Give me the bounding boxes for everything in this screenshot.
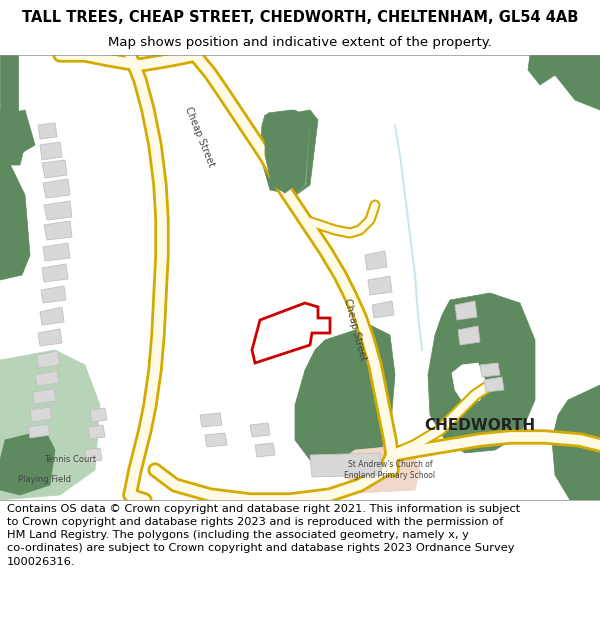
Text: TALL TREES, CHEAP STREET, CHEDWORTH, CHELTENHAM, GL54 4AB: TALL TREES, CHEAP STREET, CHEDWORTH, CHE… xyxy=(22,10,578,25)
Polygon shape xyxy=(552,385,600,500)
Text: CHEDWORTH: CHEDWORTH xyxy=(424,418,536,432)
Polygon shape xyxy=(42,264,68,282)
Polygon shape xyxy=(265,110,300,193)
Polygon shape xyxy=(372,301,394,318)
Polygon shape xyxy=(38,123,57,139)
Polygon shape xyxy=(35,371,59,386)
Polygon shape xyxy=(43,243,70,261)
Polygon shape xyxy=(33,389,56,404)
Polygon shape xyxy=(365,251,387,270)
Polygon shape xyxy=(250,423,270,437)
Polygon shape xyxy=(43,179,70,198)
Text: St Andrew's Church of
England Primary School: St Andrew's Church of England Primary Sc… xyxy=(344,460,436,480)
Polygon shape xyxy=(255,443,275,457)
Polygon shape xyxy=(42,160,67,178)
Polygon shape xyxy=(88,425,105,439)
Text: Tennis Court: Tennis Court xyxy=(44,456,96,464)
Text: Map shows position and indicative extent of the property.: Map shows position and indicative extent… xyxy=(108,36,492,49)
Polygon shape xyxy=(44,201,72,220)
Polygon shape xyxy=(0,350,100,500)
Text: Contains OS data © Crown copyright and database right 2021. This information is : Contains OS data © Crown copyright and d… xyxy=(7,504,520,566)
Polygon shape xyxy=(260,110,310,195)
Polygon shape xyxy=(555,55,600,110)
Text: Playing Field: Playing Field xyxy=(19,476,71,484)
Polygon shape xyxy=(40,307,64,325)
Polygon shape xyxy=(480,363,500,377)
Polygon shape xyxy=(38,329,62,346)
Text: Cheap Street: Cheap Street xyxy=(342,298,368,362)
Polygon shape xyxy=(85,448,102,462)
Polygon shape xyxy=(0,110,35,160)
Polygon shape xyxy=(90,408,107,422)
Polygon shape xyxy=(368,276,392,295)
Polygon shape xyxy=(455,301,477,320)
Polygon shape xyxy=(0,55,18,110)
Polygon shape xyxy=(293,110,318,195)
Polygon shape xyxy=(428,293,535,453)
Polygon shape xyxy=(40,142,62,160)
Polygon shape xyxy=(0,160,30,280)
Polygon shape xyxy=(37,351,60,368)
Polygon shape xyxy=(30,407,52,422)
Polygon shape xyxy=(310,453,382,477)
Polygon shape xyxy=(458,326,480,345)
Polygon shape xyxy=(0,430,55,495)
Polygon shape xyxy=(205,433,227,447)
Polygon shape xyxy=(484,377,504,392)
Text: Cheap Street: Cheap Street xyxy=(184,106,217,169)
Polygon shape xyxy=(200,413,222,427)
Polygon shape xyxy=(528,55,555,85)
Polygon shape xyxy=(41,286,66,303)
Polygon shape xyxy=(0,110,25,165)
Polygon shape xyxy=(28,424,50,438)
Polygon shape xyxy=(44,221,72,240)
Polygon shape xyxy=(295,325,395,470)
Polygon shape xyxy=(345,445,420,493)
Polygon shape xyxy=(452,363,485,405)
